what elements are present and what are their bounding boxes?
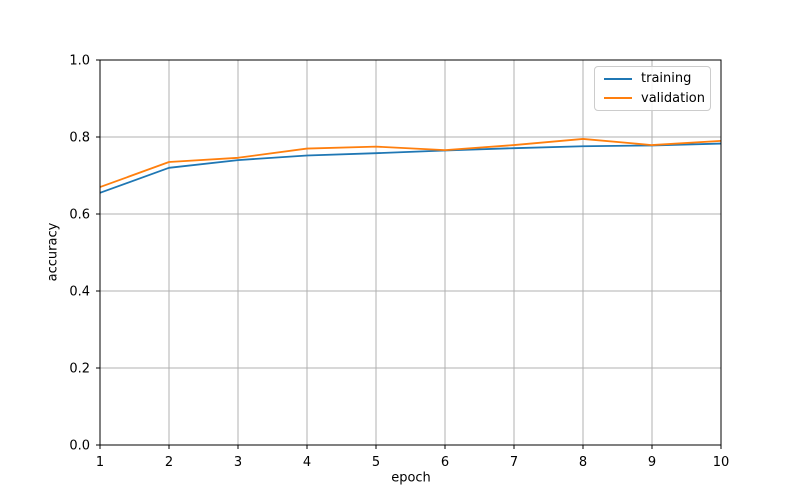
y-tick-label: 0.8: [69, 131, 90, 146]
legend: training validation: [594, 66, 711, 111]
series-line-validation: [99, 138, 722, 188]
legend-swatch-validation: [604, 97, 632, 100]
x-tick-label: 10: [713, 455, 730, 470]
y-tick-label: 0.2: [69, 362, 90, 377]
series-line-training: [99, 142, 722, 194]
y-tick-label: 1.0: [69, 54, 90, 69]
legend-label-training: training: [641, 71, 692, 87]
legend-swatch-training: [604, 77, 632, 80]
legend-label-validation: validation: [641, 90, 706, 106]
x-tick-label: 6: [441, 455, 449, 470]
y-tick-label: 0.0: [69, 439, 90, 454]
legend-item-validation: validation: [604, 90, 706, 106]
x-tick-label: 4: [303, 455, 311, 470]
legend-item-training: training: [604, 72, 704, 85]
y-tick-label: 0.4: [69, 285, 90, 300]
x-tick-label: 9: [648, 455, 656, 470]
x-tick-label: 1: [96, 455, 104, 470]
x-tick-label: 5: [372, 455, 380, 470]
x-tick-label: 8: [579, 455, 587, 470]
x-axis-label: epoch: [391, 470, 431, 486]
x-tick-label: 3: [234, 455, 242, 470]
x-tick-label: 7: [510, 455, 518, 470]
x-tick-label: 2: [165, 455, 173, 470]
y-tick-label: 0.6: [69, 208, 90, 223]
y-axis-label: accuracy: [45, 222, 61, 282]
plot-border: [99, 59, 722, 446]
